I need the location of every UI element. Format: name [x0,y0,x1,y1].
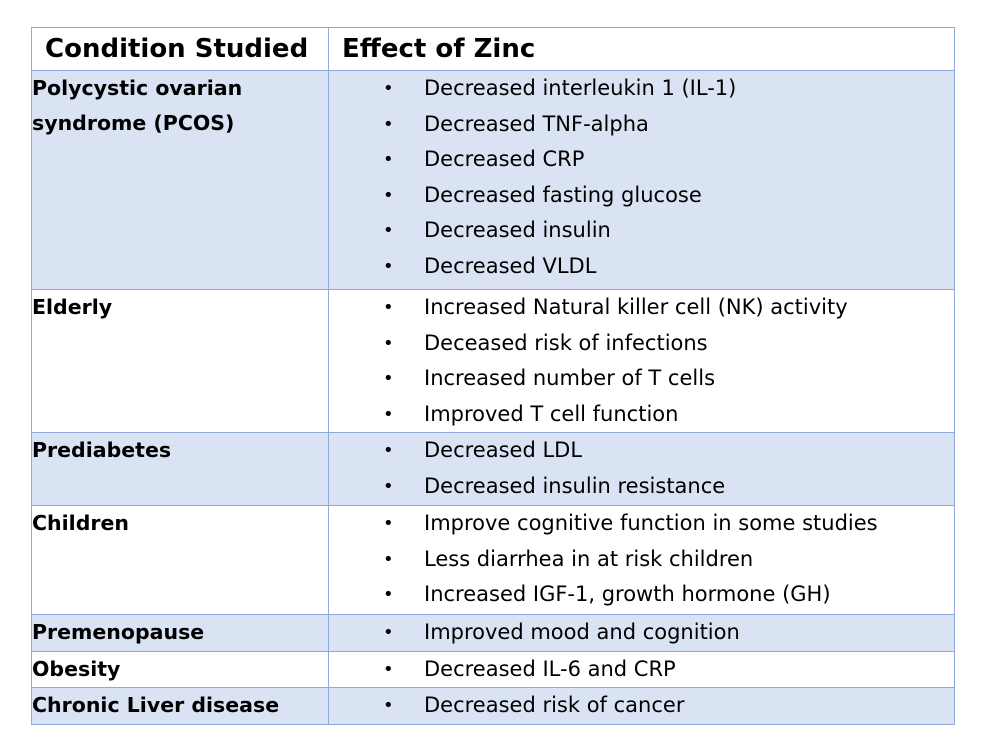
list-item: • Less diarrhea in at risk children [329,542,954,578]
list-item: • Increased number of T cells [329,361,954,397]
list-item: • Decreased interleukin 1 (IL-1) [329,71,954,107]
table-row: Obesity • Decreased IL-6 and CRP [31,650,955,688]
bullet-icon: • [383,548,394,570]
condition-cell: Premenopause [31,614,329,652]
condition-cell: Elderly [31,289,329,433]
list-item: • Decreased IL-6 and CRP [329,652,954,688]
list-item: • Decreased insulin resistance [329,469,954,505]
zinc-effects-table: Condition Studied Effect of Zinc Polycys… [31,27,955,725]
condition-text: Chronic Liver disease [32,693,280,717]
list-item: • Decreased CRP [329,142,954,178]
header-condition: Condition Studied [31,27,329,71]
list-item: • Increased IGF-1, growth hormone (GH) [329,577,954,613]
bullet-icon: • [383,220,394,241]
condition-cell: Children [31,505,329,615]
table-row: Chronic Liver disease • Decreased risk of… [31,687,955,725]
bullet-icon: • [383,332,394,354]
table-row: Polycystic ovarian syndrome (PCOS) • Decr… [31,70,955,290]
bullet-icon: • [383,440,394,461]
table-row: Premenopause • Improved mood and cognitio… [31,614,955,652]
list-item: • Improved T cell function [329,397,954,433]
bullet-icon: • [383,695,394,716]
header-effect: Effect of Zinc [328,27,955,71]
effects-cell: • Improve cognitive function in some stud… [328,505,955,615]
condition-cell: Prediabetes [31,432,329,506]
effects-cell: • Decreased LDL • Decreased insulin resist… [328,432,955,506]
bullet-icon: • [383,368,394,389]
list-item: • Decreased insulin [329,213,954,249]
bullet-icon: • [383,255,394,277]
effects-cell: • Increased Natural killer cell (NK) acti… [328,289,955,433]
bullet-icon: • [383,184,394,206]
condition-text: Premenopause [32,620,205,644]
bullet-icon: • [383,149,394,170]
effects-cell: • Decreased risk of cancer [328,687,955,725]
table-row: Children • Improve cognitive function in … [31,505,955,615]
effects-cell: • Decreased interleukin 1 (IL-1) • Decreas… [328,70,955,290]
condition-text: Prediabetes [32,438,172,462]
list-item: • Decreased LDL [329,433,954,469]
bullet-icon: • [383,513,394,534]
table-row: Elderly • Increased Natural killer cell (… [31,289,955,433]
effects-list: • Decreased risk of cancer [329,688,954,724]
list-item: • Decreased risk of cancer [329,688,954,724]
effects-list: • Increased Natural killer cell (NK) acti… [329,290,954,432]
effects-cell: • Improved mood and cognition [328,614,955,652]
list-item: • Decreased fasting glucose [329,178,954,214]
condition-cell: Polycystic ovarian syndrome (PCOS) [31,70,329,290]
list-item: • Increased Natural killer cell (NK) acti… [329,290,954,326]
effects-list: • Improved mood and cognition [329,615,954,651]
list-item: • Decreased VLDL [329,249,954,285]
bullet-icon: • [383,584,394,605]
table-row: Prediabetes • Decreased LDL • Decreased in… [31,432,955,506]
condition-text: Polycystic ovarian [32,76,243,100]
list-item: • Deceased risk of infections [329,326,954,362]
effects-list: • Decreased interleukin 1 (IL-1) • Decreas… [329,71,954,284]
bullet-icon: • [383,658,394,680]
bullet-icon: • [383,403,394,425]
header-row: Condition Studied Effect of Zinc [31,27,955,71]
condition-text: syndrome (PCOS) [32,111,235,135]
condition-text: Children [32,511,129,535]
condition-cell: Obesity [31,650,329,688]
effects-list: • Decreased IL-6 and CRP [329,652,954,688]
list-item: • Improved mood and cognition [329,615,954,651]
condition-cell: Chronic Liver disease [31,687,329,725]
condition-text: Elderly [32,295,113,319]
bullet-icon: • [383,78,394,99]
bullet-icon: • [383,622,394,643]
list-item: • Improve cognitive function in some stud… [329,506,954,542]
bullet-icon: • [383,475,394,497]
condition-text: Obesity [32,656,121,681]
bullet-icon: • [383,113,394,135]
effects-cell: • Decreased IL-6 and CRP [328,650,955,688]
bullet-icon: • [383,297,394,318]
list-item: • Decreased TNF-alpha [329,107,954,143]
effects-list: • Decreased LDL • Decreased insulin resist… [329,433,954,504]
effects-list: • Improve cognitive function in some stud… [329,506,954,613]
